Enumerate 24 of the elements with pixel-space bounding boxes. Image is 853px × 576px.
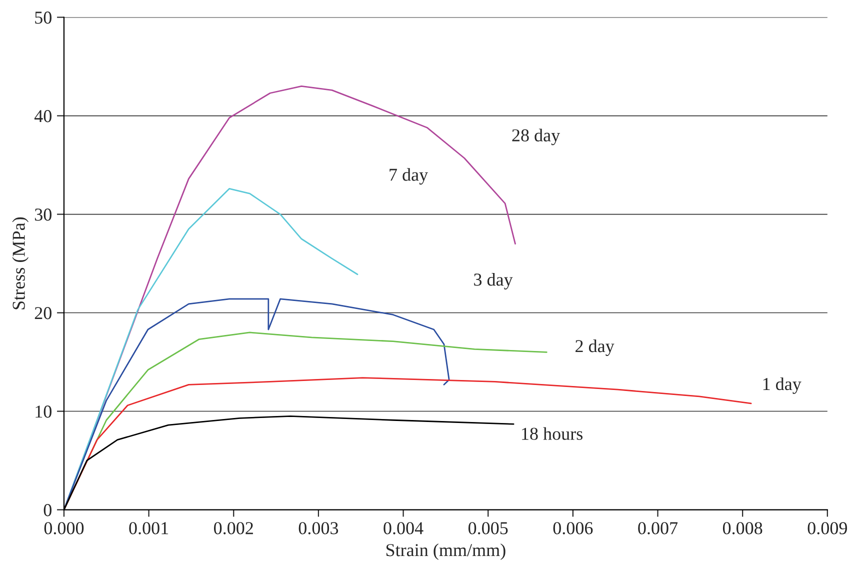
annotation: 1 day bbox=[763, 377, 802, 394]
x-tick-label: 0.008 bbox=[722, 522, 762, 534]
x-tick-label: 0.000 bbox=[44, 522, 84, 534]
y-tick-label: 10 bbox=[36, 406, 52, 418]
x-axis-title: Strain (mm/mm) bbox=[386, 543, 506, 560]
y-axis-title: Stress (MPa) bbox=[12, 217, 29, 310]
annotation: 2 day bbox=[576, 340, 614, 356]
x-tick-label: 0.005 bbox=[468, 522, 508, 534]
y-tick-label: 50 bbox=[35, 12, 52, 24]
x-tick-label: 0.003 bbox=[298, 522, 338, 534]
x-tick-label: 0.004 bbox=[384, 522, 424, 534]
x-tick-label: 0.007 bbox=[638, 522, 678, 534]
y-tick-label: 20 bbox=[34, 307, 52, 320]
x-tick-label: 0.002 bbox=[214, 522, 253, 534]
annotation: 18 hours bbox=[522, 427, 582, 440]
annotation: 28 day bbox=[512, 128, 560, 146]
y-tick-label: 0 bbox=[44, 504, 52, 516]
y-tick-label: 40 bbox=[34, 110, 52, 122]
x-tick-label: 0.001 bbox=[129, 522, 168, 534]
x-tick-label: 0.009 bbox=[808, 522, 847, 534]
annotation: 7 day bbox=[390, 168, 428, 185]
annotation: 3 day bbox=[474, 273, 513, 290]
x-tick-label: 0.006 bbox=[553, 522, 593, 534]
y-tick-label: 30 bbox=[34, 208, 52, 221]
